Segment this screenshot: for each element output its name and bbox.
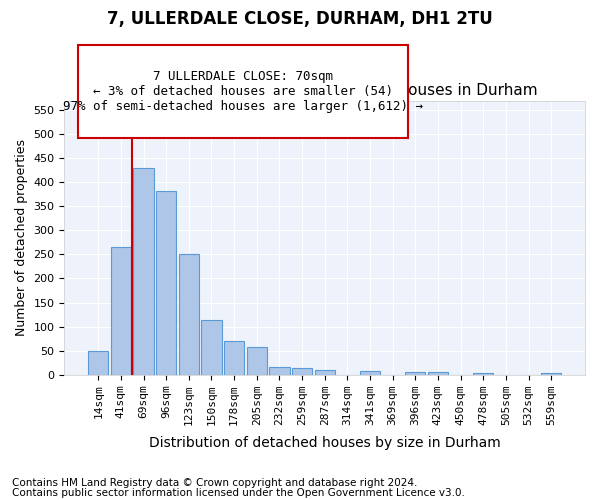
Bar [360, 372, 380, 374]
Bar [179, 254, 199, 374]
Bar [314, 370, 335, 374]
Bar [247, 347, 267, 374]
Text: 7, ULLERDALE CLOSE, DURHAM, DH1 2TU: 7, ULLERDALE CLOSE, DURHAM, DH1 2TU [107, 10, 493, 28]
Text: Contains public sector information licensed under the Open Government Licence v3: Contains public sector information licen… [12, 488, 465, 498]
Y-axis label: Number of detached properties: Number of detached properties [15, 139, 28, 336]
X-axis label: Distribution of detached houses by size in Durham: Distribution of detached houses by size … [149, 436, 500, 450]
Bar [473, 372, 493, 374]
Bar [428, 372, 448, 374]
Bar [541, 372, 562, 374]
Text: 7 ULLERDALE CLOSE: 70sqm
← 3% of detached houses are smaller (54)
97% of semi-de: 7 ULLERDALE CLOSE: 70sqm ← 3% of detache… [63, 70, 423, 113]
Bar [201, 320, 221, 374]
Bar [111, 247, 131, 374]
Bar [405, 372, 425, 374]
Bar [292, 368, 312, 374]
Text: Contains HM Land Registry data © Crown copyright and database right 2024.: Contains HM Land Registry data © Crown c… [12, 478, 418, 488]
Title: Size of property relative to detached houses in Durham: Size of property relative to detached ho… [112, 83, 538, 98]
Bar [269, 368, 290, 374]
Bar [224, 341, 244, 374]
Bar [156, 191, 176, 374]
Bar [133, 168, 154, 374]
Bar [88, 350, 109, 374]
